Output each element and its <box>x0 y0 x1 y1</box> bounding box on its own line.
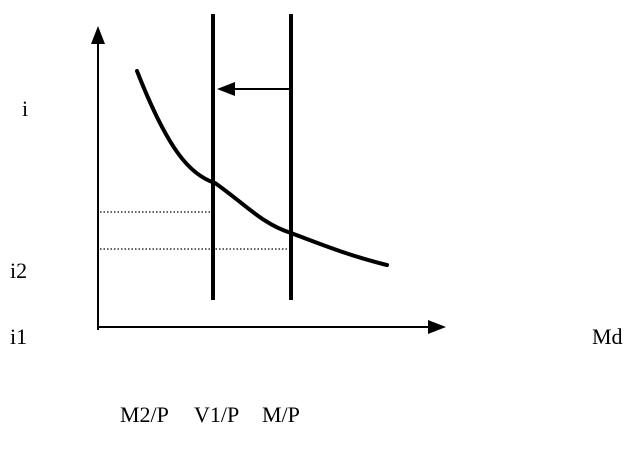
label-m2p: M2/P <box>120 402 169 427</box>
x-axis-arrowhead <box>428 320 446 334</box>
label-i: i <box>22 96 29 121</box>
label-i2: i2 <box>10 258 28 283</box>
label-v1p: V1/P <box>194 402 240 427</box>
y-axis-arrowhead <box>91 26 105 44</box>
label-mp: M/P <box>262 402 300 427</box>
money-demand-curve <box>135 69 389 267</box>
label-md: Md <box>592 324 623 349</box>
label-i1: i1 <box>10 324 28 349</box>
shift-arrow-head <box>217 82 235 96</box>
